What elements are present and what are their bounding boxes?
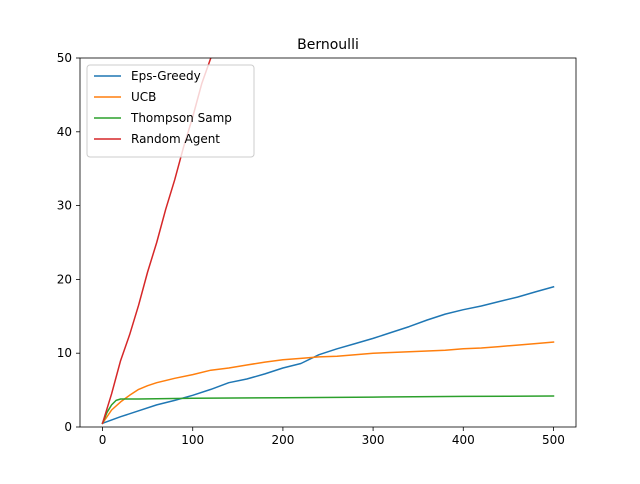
x-tick-label: 400 [452, 433, 475, 447]
series-line-1 [101, 285, 555, 425]
series-line-2 [101, 341, 555, 425]
series-lines [101, 58, 555, 425]
series-line-3 [101, 395, 555, 425]
legend-label: UCB [131, 90, 156, 104]
axes-frame [79, 57, 577, 428]
plot-area [101, 58, 555, 425]
legend-label: Thompson Samp [130, 111, 232, 125]
x-tick-label: 300 [362, 433, 385, 447]
y-tick-label: 0 [64, 420, 72, 434]
x-tick-label: 0 [99, 433, 107, 447]
legend-label: Eps-Greedy [131, 69, 201, 83]
y-tick-label: 30 [57, 199, 72, 213]
legend-label: Random Agent [131, 132, 220, 146]
y-tick-label: 40 [57, 125, 72, 139]
x-tick-label: 200 [271, 433, 294, 447]
x-tick-label: 100 [181, 433, 204, 447]
legend: Eps-Greedy UCB Thompson Samp Random Agent [86, 64, 255, 158]
y-tick-label: 20 [57, 272, 72, 286]
axes: 0 100 200 300 400 500 0 10 20 30 40 50 [57, 51, 577, 447]
x-tick-label: 500 [542, 433, 565, 447]
y-tick-label: 10 [57, 346, 72, 360]
legend-box [86, 64, 255, 158]
y-tick-label: 50 [57, 51, 72, 65]
chart-title: Bernoulli [297, 37, 359, 53]
